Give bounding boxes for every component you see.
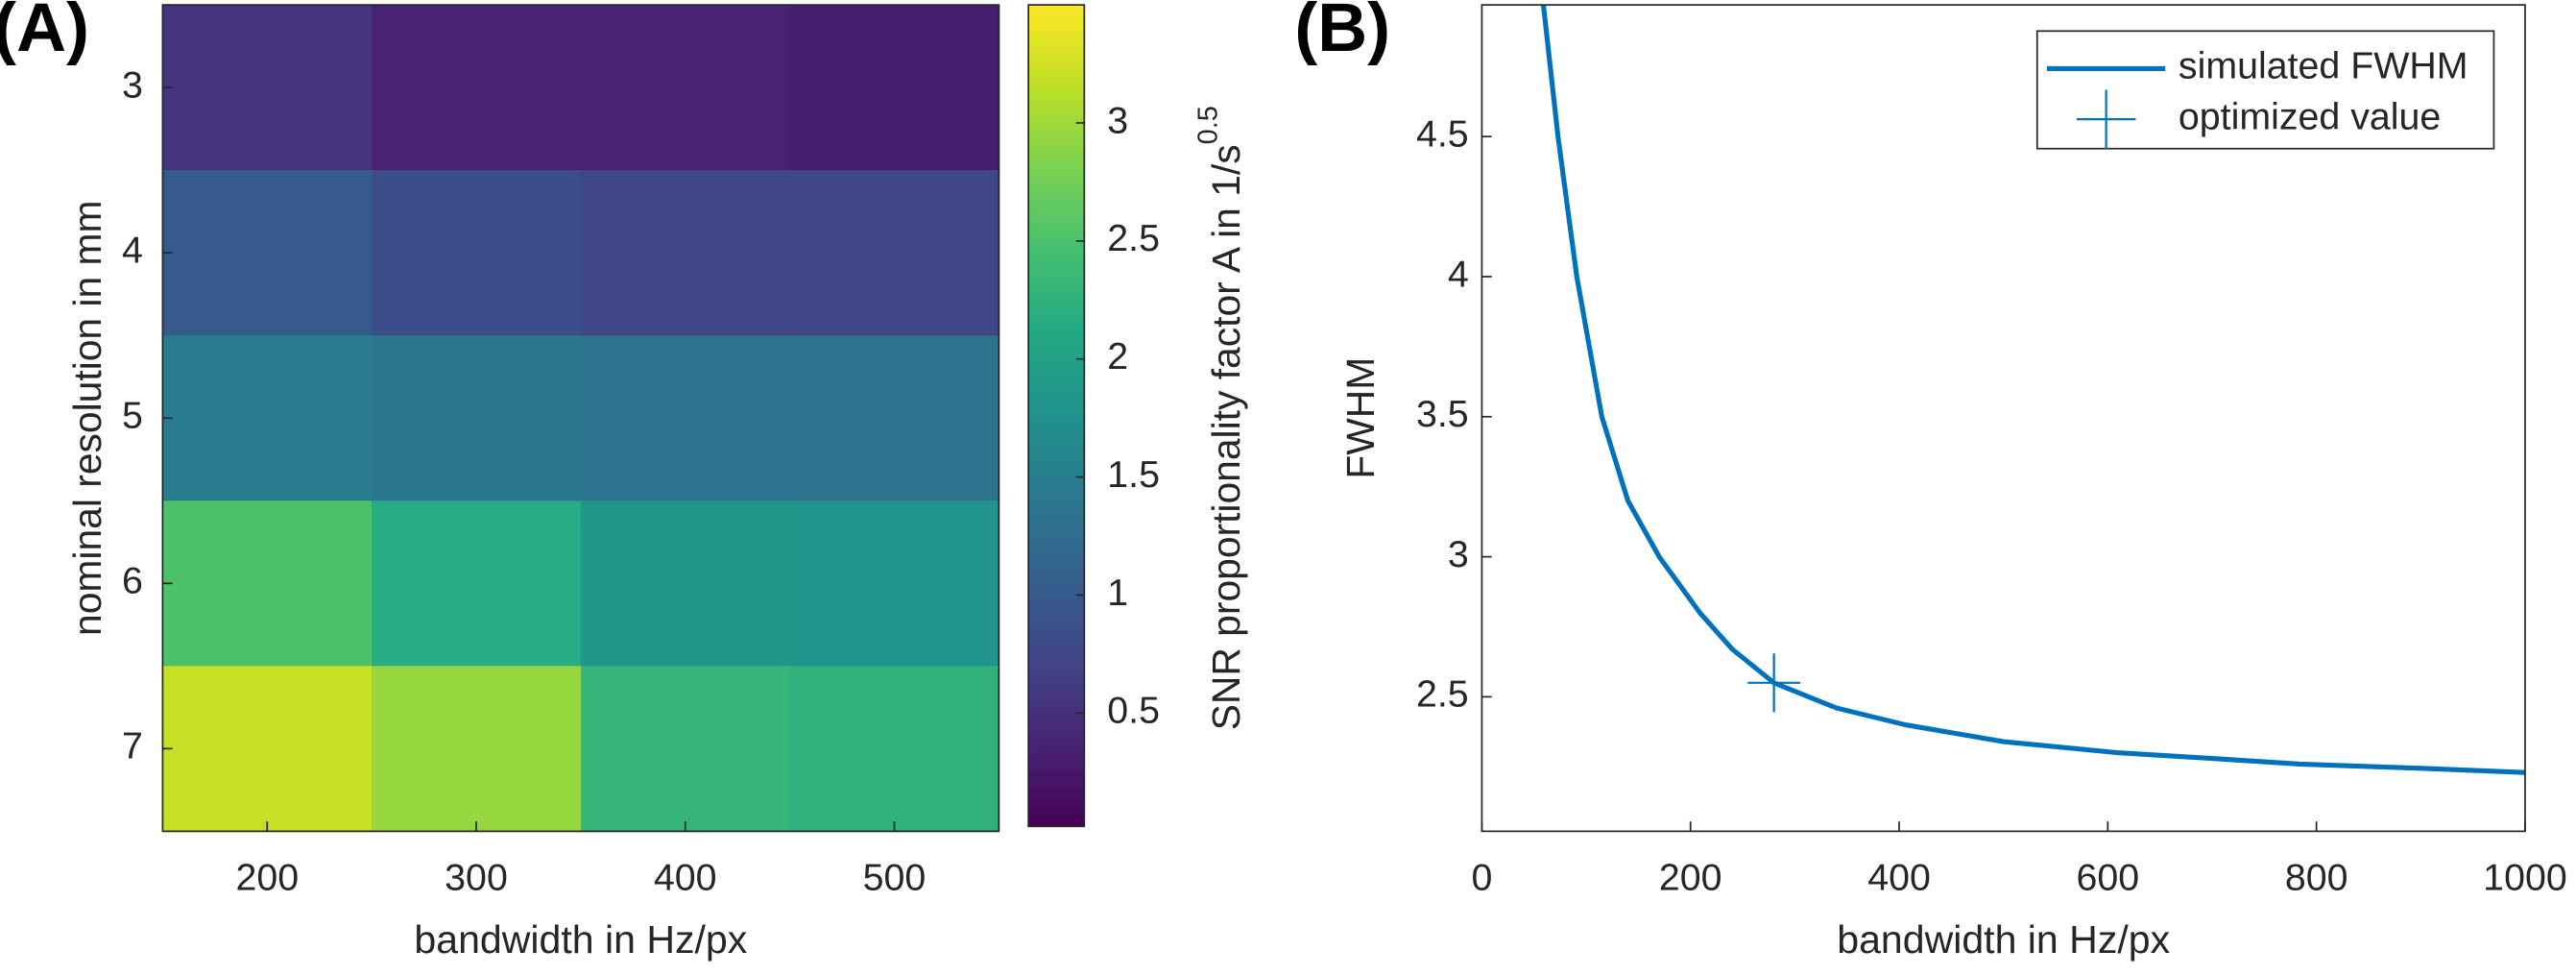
colorbar-tick-label: 1.5 [1107, 453, 1160, 496]
heatmap-cell [372, 5, 582, 172]
y-tick-label: 3 [1448, 533, 1469, 575]
colorbar-tick-label: 2 [1107, 335, 1128, 378]
x-axis-label: bandwidth in Hz/px [1837, 917, 2170, 962]
colorbar-label: SNR proportionality factor A in 1/s0.5 [1192, 106, 1248, 730]
colorbar [1027, 4, 1086, 828]
x-tick-label: 400 [1867, 857, 1931, 899]
colorbar-tick-label: 3 [1107, 99, 1128, 141]
x-tick-label: 0 [1471, 857, 1492, 899]
heatmap-cell [580, 666, 791, 833]
marker-plus [1747, 653, 1801, 713]
heatmap-cell [580, 335, 791, 502]
heatmap-cell [372, 335, 582, 502]
heatmap-cell [789, 170, 1000, 337]
colorbar-label-sup: 0.5 [1192, 106, 1223, 144]
y-tick-label: 5 [122, 395, 143, 437]
y-tick-label: 4 [122, 230, 143, 272]
y-tick-label: 3 [122, 64, 143, 107]
x-tick-label: 300 [445, 857, 508, 899]
x-tick-label: 200 [1659, 857, 1722, 899]
y-tick-label: 6 [122, 560, 143, 602]
heatmap-cell [372, 170, 582, 337]
panel-label: (B) [1294, 0, 1390, 66]
heatmap-cell [789, 666, 1000, 833]
heatmap-cell [580, 5, 791, 172]
heatmap-cell [162, 5, 373, 172]
x-axis-label: bandwidth in Hz/px [414, 917, 747, 962]
y-tick-label: 2.5 [1416, 673, 1469, 716]
axes-box [1481, 4, 2526, 833]
legend-marker [2076, 89, 2136, 149]
y-axis-label: nominal resolution in mm [65, 201, 109, 636]
heatmap-cell [162, 335, 373, 502]
heatmap-cell [789, 500, 1000, 668]
heatmap-cell [789, 335, 1000, 502]
optimized-marker [1747, 653, 1801, 713]
x-tick-label: 200 [235, 857, 299, 899]
panel-label: (A) [0, 0, 89, 66]
x-tick-label: 500 [863, 857, 927, 899]
heatmap-cell [162, 170, 373, 337]
x-tick-label: 800 [2285, 857, 2348, 899]
heatmap-cell [372, 666, 582, 833]
legend-box [2035, 30, 2495, 150]
heatmap-cell [162, 500, 373, 668]
heatmap-cell [162, 666, 373, 833]
legend-label: optimized value [2179, 96, 2441, 138]
x-tick-label: 400 [654, 857, 717, 899]
x-tick-label: 600 [2077, 857, 2140, 899]
colorbar-tick-label: 0.5 [1107, 690, 1160, 732]
axes-box [161, 4, 1000, 833]
y-tick-label: 4.5 [1416, 113, 1469, 156]
y-tick-label: 3.5 [1416, 393, 1469, 435]
colorbar-tick-label: 1 [1107, 572, 1128, 614]
colorbar-tick-label: 2.5 [1107, 217, 1160, 259]
y-tick-label: 7 [122, 725, 143, 768]
y-axis-label: FWHM [1338, 357, 1383, 479]
heatmap-cell [580, 170, 791, 337]
y-tick-label: 4 [1448, 253, 1469, 295]
heatmap-cell [580, 500, 791, 668]
legend-label: simulated FWHM [2179, 45, 2468, 87]
heatmap-cell [372, 500, 582, 668]
heatmap-cell [789, 5, 1000, 172]
colorbar-label-text: SNR proportionality factor A in 1/s [1204, 144, 1248, 730]
x-tick-label: 1000 [2483, 857, 2567, 899]
